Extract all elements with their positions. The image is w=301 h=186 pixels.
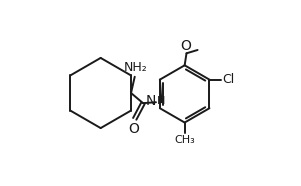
- Text: H: H: [157, 96, 165, 106]
- Text: CH₃: CH₃: [174, 135, 195, 145]
- Text: NH₂: NH₂: [124, 61, 147, 74]
- Text: N: N: [146, 94, 156, 108]
- Text: O: O: [181, 39, 191, 53]
- Text: Cl: Cl: [223, 73, 235, 86]
- Text: O: O: [128, 122, 139, 136]
